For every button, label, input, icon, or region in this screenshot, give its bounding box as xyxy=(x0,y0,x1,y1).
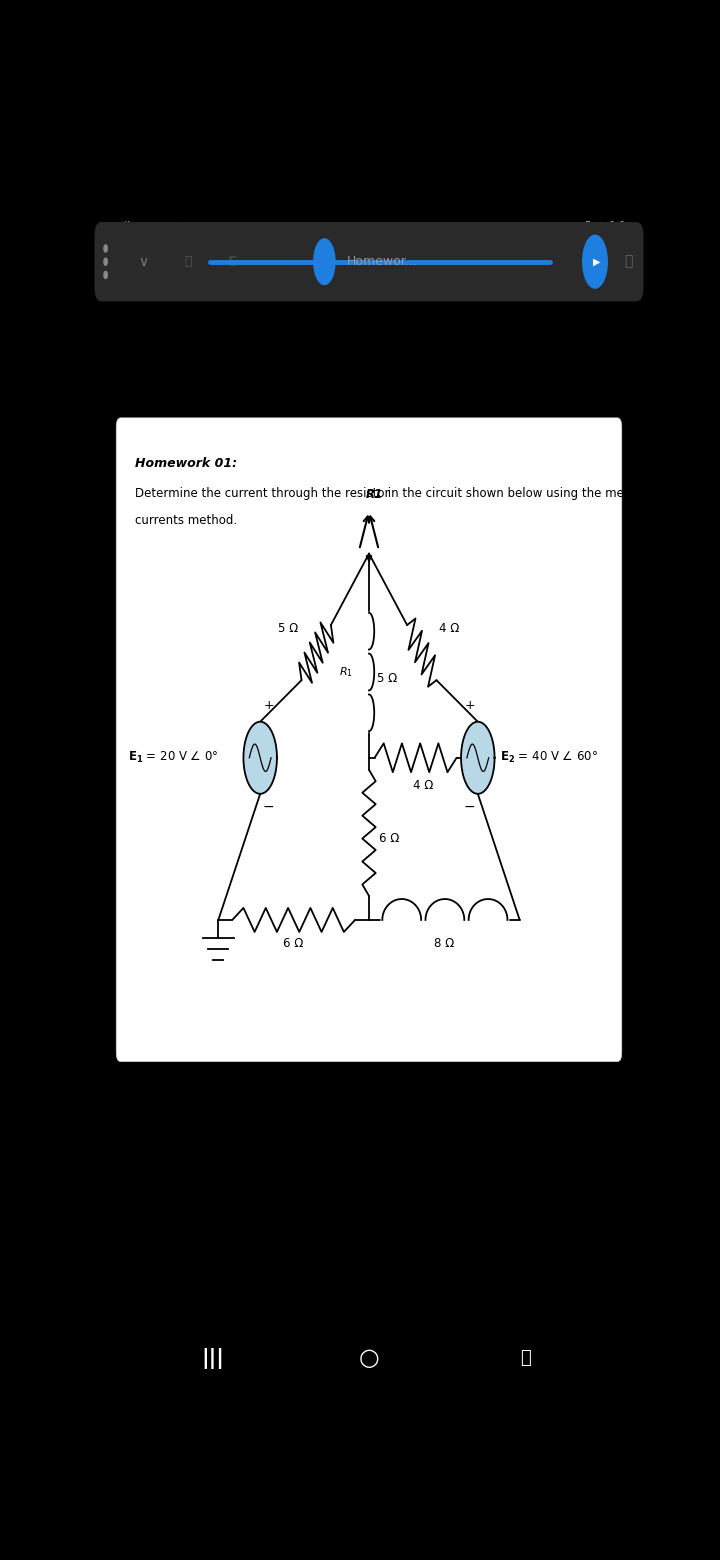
Text: 〉: 〉 xyxy=(520,1349,531,1368)
Text: $R_1$: $R_1$ xyxy=(339,665,354,679)
Text: 4 Ω: 4 Ω xyxy=(439,621,460,635)
Circle shape xyxy=(314,239,335,284)
Text: 5 Ω: 5 Ω xyxy=(278,621,299,635)
Text: 6 Ω: 6 Ω xyxy=(284,936,304,950)
Polygon shape xyxy=(243,722,277,794)
Text: currents method.: currents method. xyxy=(135,513,237,527)
Text: Homewor...: Homewor... xyxy=(347,256,418,268)
Text: 5 Ω: 5 Ω xyxy=(377,671,397,685)
Text: |||: ||| xyxy=(202,1348,224,1368)
Text: 〉: 〉 xyxy=(624,254,633,268)
Text: 8 Ω: 8 Ω xyxy=(434,936,454,950)
Text: R1: R1 xyxy=(366,487,383,501)
Text: +: + xyxy=(464,699,474,711)
Text: E: E xyxy=(228,254,237,268)
Circle shape xyxy=(582,236,607,289)
Text: 4 Ω: 4 Ω xyxy=(413,780,433,792)
Text: +: + xyxy=(264,699,274,711)
Text: P  ♪  1:0•: P ♪ 1:0• xyxy=(585,220,631,231)
Text: Determine the current through the resistor: Determine the current through the resist… xyxy=(135,487,393,501)
Text: ▪ ıll.: ▪ ıll. xyxy=(112,220,133,231)
Text: $\mathbf{E_1}$ = 20 V $\angle$ 0°: $\mathbf{E_1}$ = 20 V $\angle$ 0° xyxy=(128,750,218,766)
Circle shape xyxy=(104,257,107,265)
Text: −: − xyxy=(263,800,274,814)
FancyBboxPatch shape xyxy=(94,222,644,301)
Circle shape xyxy=(104,271,107,279)
FancyBboxPatch shape xyxy=(116,418,622,1062)
Text: 6 Ω: 6 Ω xyxy=(379,833,400,846)
Text: ∨: ∨ xyxy=(138,254,148,268)
Text: 🔍: 🔍 xyxy=(184,256,192,268)
Text: ○: ○ xyxy=(359,1346,379,1370)
Polygon shape xyxy=(461,722,495,794)
Text: −: − xyxy=(464,800,475,814)
Text: $\mathbf{E_2}$ = 40 V $\angle$ 60°: $\mathbf{E_2}$ = 40 V $\angle$ 60° xyxy=(500,750,598,766)
Text: ☁ ✕: ☁ ✕ xyxy=(163,222,182,231)
Text: Homework 01:: Homework 01: xyxy=(135,457,237,471)
Text: ▶: ▶ xyxy=(593,257,600,267)
Text: in the circuit shown below using the mesh: in the circuit shown below using the mes… xyxy=(384,487,638,501)
Circle shape xyxy=(104,245,107,253)
